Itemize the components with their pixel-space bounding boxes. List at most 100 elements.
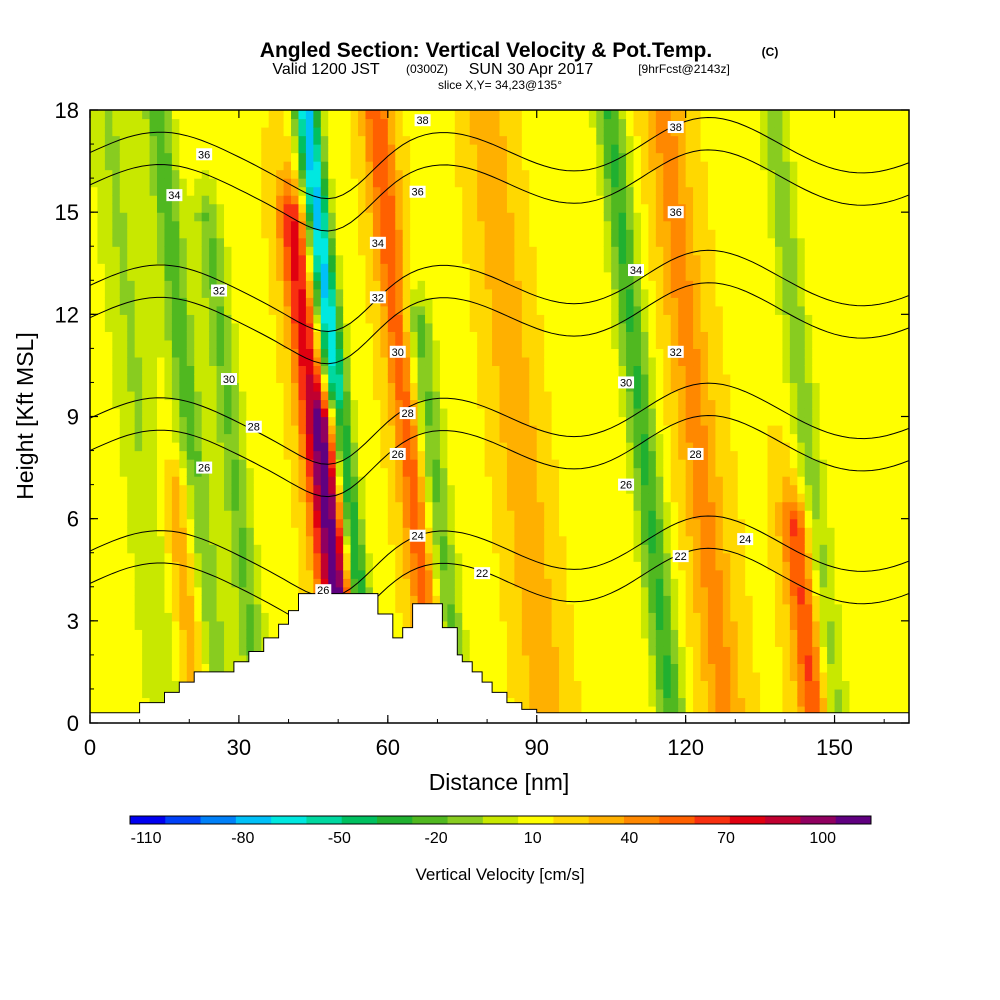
velocity-cell <box>320 535 329 545</box>
velocity-cell <box>186 467 195 477</box>
velocity-cell <box>201 433 210 443</box>
velocity-cell <box>581 127 590 137</box>
velocity-cell <box>350 212 359 222</box>
velocity-cell <box>179 280 188 290</box>
velocity-cell <box>328 544 337 554</box>
velocity-cell <box>484 152 493 162</box>
velocity-cell <box>506 493 515 503</box>
velocity-cell <box>149 561 158 571</box>
plot-area: 3634323028263836343230282626242238363432… <box>90 110 909 723</box>
velocity-cell <box>358 578 367 588</box>
velocity-cell <box>417 476 426 486</box>
velocity-cell <box>119 620 128 630</box>
velocity-cell <box>529 586 538 596</box>
velocity-cell <box>298 237 307 247</box>
velocity-cell <box>224 493 233 503</box>
velocity-cell <box>506 646 515 656</box>
velocity-cell <box>320 467 329 477</box>
velocity-cell <box>231 135 240 145</box>
velocity-cell <box>514 680 523 690</box>
velocity-cell <box>179 339 188 349</box>
velocity-cell <box>149 237 158 247</box>
velocity-cell <box>157 416 166 426</box>
velocity-cell <box>343 322 352 332</box>
velocity-cell <box>97 135 106 145</box>
velocity-cell <box>134 578 143 588</box>
velocity-cell <box>492 595 501 605</box>
velocity-cell <box>596 280 605 290</box>
velocity-cell <box>119 595 128 605</box>
velocity-cell <box>514 178 523 188</box>
velocity-cell <box>469 450 478 460</box>
velocity-cell <box>514 144 523 154</box>
velocity-cell <box>521 595 530 605</box>
velocity-cell <box>514 603 523 613</box>
velocity-cell <box>432 373 441 384</box>
velocity-cell <box>402 203 411 213</box>
velocity-cell <box>283 118 292 128</box>
velocity-cell <box>551 203 560 213</box>
velocity-cell <box>521 237 530 247</box>
velocity-cell <box>521 288 530 298</box>
velocity-cell <box>477 382 486 392</box>
velocity-cell <box>603 646 612 656</box>
velocity-cell <box>268 518 277 528</box>
velocity-cell <box>447 484 456 494</box>
velocity-cell <box>328 450 337 460</box>
velocity-cell <box>231 620 240 630</box>
velocity-cell <box>395 135 404 145</box>
velocity-cell <box>238 195 247 205</box>
velocity-cell <box>343 501 352 511</box>
velocity-cell <box>469 637 478 647</box>
velocity-cell <box>514 331 523 341</box>
velocity-cell <box>596 127 605 137</box>
velocity-cell <box>149 322 158 332</box>
velocity-cell <box>209 654 218 664</box>
velocity-cell <box>529 535 538 545</box>
velocity-cell <box>573 620 582 630</box>
velocity-cell <box>179 118 188 128</box>
velocity-cell <box>559 195 568 205</box>
velocity-cell <box>477 595 486 605</box>
velocity-cell <box>484 493 493 503</box>
velocity-cell <box>432 382 441 392</box>
velocity-cell <box>216 578 225 588</box>
velocity-cell <box>372 212 381 222</box>
velocity-cell <box>536 152 545 162</box>
velocity-cell <box>492 220 501 230</box>
velocity-cell <box>179 271 188 281</box>
velocity-cell <box>127 603 136 613</box>
velocity-cell <box>231 637 240 647</box>
velocity-cell <box>350 390 359 401</box>
velocity-cell <box>573 305 582 315</box>
velocity-cell <box>127 612 136 622</box>
velocity-cell <box>387 476 396 486</box>
velocity-cell <box>596 161 605 171</box>
velocity-cell <box>521 203 530 213</box>
velocity-cell <box>343 561 352 571</box>
velocity-cell <box>559 356 568 367</box>
velocity-cell <box>566 510 575 520</box>
velocity-cell <box>313 484 322 494</box>
velocity-cell <box>529 169 538 179</box>
velocity-cell <box>201 305 210 315</box>
velocity-cell <box>224 135 233 145</box>
velocity-cell <box>566 535 575 545</box>
velocity-cell <box>134 195 143 205</box>
velocity-cell <box>328 220 337 230</box>
velocity-cell <box>402 314 411 324</box>
velocity-cell <box>469 169 478 179</box>
velocity-cell <box>447 407 456 418</box>
velocity-cell <box>529 373 538 384</box>
velocity-cell <box>261 288 270 298</box>
velocity-cell <box>90 314 99 324</box>
velocity-cell <box>529 195 538 205</box>
velocity-cell <box>581 356 590 367</box>
velocity-cell <box>596 373 605 384</box>
velocity-cell <box>529 544 538 554</box>
velocity-cell <box>410 280 419 290</box>
velocity-cell <box>127 161 136 171</box>
velocity-cell <box>596 305 605 315</box>
velocity-cell <box>142 229 151 239</box>
velocity-cell <box>224 331 233 341</box>
